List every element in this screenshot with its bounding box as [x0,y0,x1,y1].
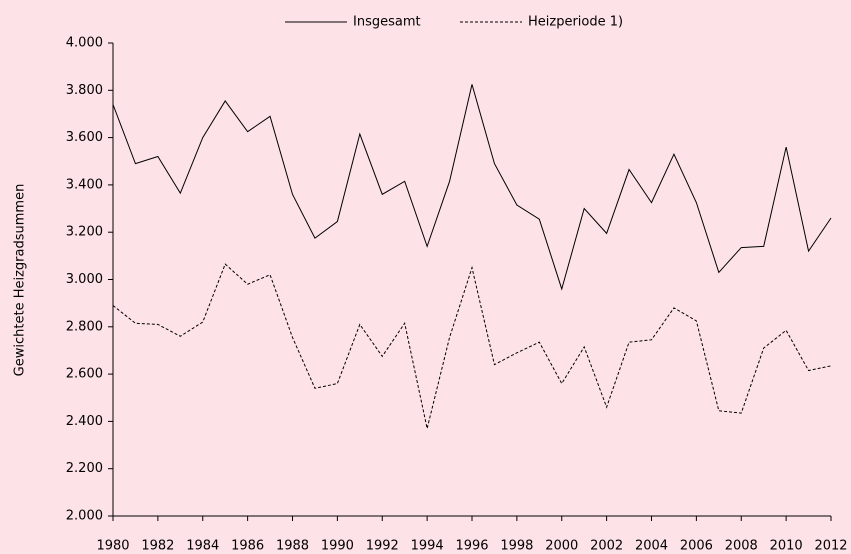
y-tick-label: 2.200 [66,461,103,476]
x-tick-label: 1992 [366,539,399,554]
y-tick-label: 4.000 [66,36,103,51]
y-tick-label: 3.200 [66,225,103,240]
x-tick-label: 1980 [96,539,129,554]
x-tick-label: 2012 [814,539,847,554]
x-tick-label: 2000 [545,539,578,554]
y-tick-label: 3.400 [66,177,103,192]
y-tick-label: 2.000 [66,509,103,524]
y-tick-label: 2.400 [66,414,103,429]
y-tick-label: 3.600 [66,130,103,145]
x-tick-label: 2010 [770,539,803,554]
x-tick-label: 1994 [411,539,444,554]
x-tick-label: 2002 [590,539,623,554]
x-tick-label: 1982 [141,539,174,554]
y-tick-label: 2.800 [66,319,103,334]
x-tick-label: 1990 [321,539,354,554]
x-tick-label: 2006 [680,539,713,554]
x-tick-label: 1984 [186,539,219,554]
y-tick-label: 3.800 [66,83,103,98]
legend-label: Insgesamt [353,15,421,30]
y-axis-label: Gewichtete Heizgradsummen [13,184,28,377]
x-tick-label: 2004 [635,539,668,554]
x-tick-label: 1996 [455,539,488,554]
y-tick-label: 2.600 [66,367,103,382]
x-tick-label: 2008 [725,539,758,554]
series-line [112,84,832,291]
x-tick-label: 1998 [500,539,533,554]
series-line [112,263,832,429]
legend-label: Heizperiode 1) [528,15,623,30]
x-tick-label: 1986 [231,539,264,554]
x-tick-label: 1988 [276,539,309,554]
y-tick-label: 3.000 [66,272,103,287]
